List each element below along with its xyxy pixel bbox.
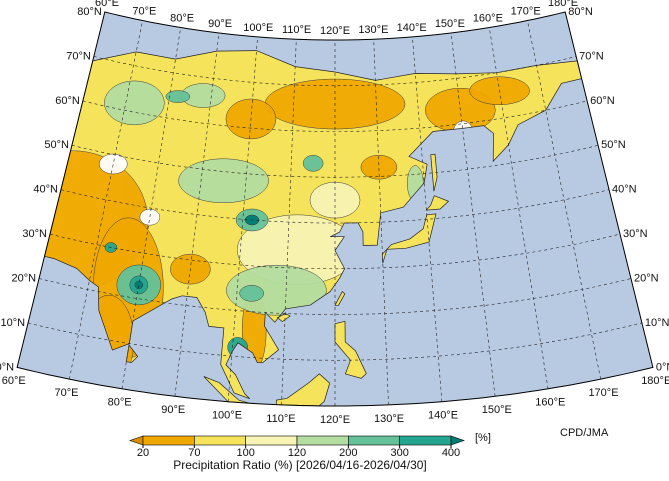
lon-label-bottom: 160°E xyxy=(535,397,565,409)
lon-label-top: 140°E xyxy=(397,22,427,34)
parallel xyxy=(71,145,599,178)
meridian xyxy=(227,36,258,402)
colorbar-tick-label: 120 xyxy=(288,447,306,459)
lon-label-bottom: 70°E xyxy=(55,387,79,399)
lat-label-left: 70°N xyxy=(66,50,91,62)
colorbar-tick-label: 300 xyxy=(390,447,408,459)
colorbar-segment xyxy=(194,435,246,446)
lat-label-left: 60°N xyxy=(55,95,80,107)
map-frame xyxy=(16,11,654,407)
meridian xyxy=(373,39,389,405)
parallel xyxy=(82,100,588,132)
lat-label-right: 40°N xyxy=(612,184,637,196)
colorbar-segment xyxy=(296,435,349,446)
colorbar-tick-label: 70 xyxy=(188,447,200,459)
ratio-area xyxy=(178,158,269,204)
lat-label-right: 0°N xyxy=(656,361,669,373)
colorbar-tick-label: 20 xyxy=(137,447,149,459)
lat-label-right: 50°N xyxy=(601,139,626,151)
colorbar-high xyxy=(450,435,465,446)
coastline xyxy=(276,313,291,323)
lon-label-bottom: 120°E xyxy=(320,414,350,426)
credit: CPD/JMA xyxy=(560,427,609,439)
coastline xyxy=(203,376,250,404)
lon-label-top: 180°E xyxy=(548,0,578,9)
lat-label-right: 80°N xyxy=(568,6,593,18)
lat-label-left: 30°N xyxy=(22,228,47,240)
ratio-area xyxy=(165,90,191,103)
legend-unit: [%] xyxy=(475,432,491,444)
lon-label-top: 90°E xyxy=(208,18,232,30)
ratio-area xyxy=(99,153,128,175)
meridian xyxy=(527,20,601,380)
ratio-area xyxy=(226,264,327,316)
coastline xyxy=(334,291,346,306)
lat-label-right: 20°N xyxy=(634,272,659,284)
colorbar-segment xyxy=(142,435,195,446)
lat-label-left: 80°N xyxy=(77,6,102,18)
lon-label-bottom: 140°E xyxy=(428,410,458,422)
lon-label-top: 150°E xyxy=(435,18,465,30)
lat-label-right: 10°N xyxy=(645,317,669,329)
lat-label-right: 70°N xyxy=(579,50,604,62)
lat-label-right: 30°N xyxy=(623,228,648,240)
lon-label-top: 70°E xyxy=(132,6,156,18)
ratio-area xyxy=(104,80,165,126)
lat-label-left: 50°N xyxy=(44,139,69,151)
coastline xyxy=(430,153,438,192)
parallel xyxy=(60,189,610,224)
coastline xyxy=(425,195,450,211)
lon-label-top: 80°E xyxy=(170,13,194,25)
parallel xyxy=(38,278,632,315)
lon-label-top: 170°E xyxy=(511,6,541,18)
ratio-area xyxy=(302,155,324,172)
ratio-area xyxy=(239,285,264,302)
ratio-area xyxy=(139,208,161,226)
lon-label-bottom: 80°E xyxy=(108,397,132,409)
lon-label-bottom: 150°E xyxy=(482,404,512,416)
meridian xyxy=(121,27,181,389)
coastline xyxy=(334,320,367,379)
meridian xyxy=(489,27,549,389)
ratio-area xyxy=(134,280,144,290)
colorbar-tick-label: 100 xyxy=(236,447,254,459)
lon-label-bottom: 60°E xyxy=(2,375,26,387)
lon-label-bottom: 110°E xyxy=(266,413,295,425)
lat-label-left: 40°N xyxy=(33,184,58,196)
lat-label-left: 20°N xyxy=(11,272,36,284)
lat-label-left: 10°N xyxy=(0,317,25,329)
lon-label-bottom: 130°E xyxy=(374,413,404,425)
parallel xyxy=(28,322,642,361)
lat-label-right: 60°N xyxy=(590,95,615,107)
legend-title: Precipitation Ratio (%) [2026/04/16-2026… xyxy=(173,458,427,472)
colorbar-tick-label: 200 xyxy=(339,447,357,459)
lon-label-bottom: 90°E xyxy=(161,404,185,416)
lon-label-top: 110°E xyxy=(282,24,311,36)
meridian xyxy=(69,20,143,380)
ratio-area xyxy=(360,154,398,180)
lon-label-top: 120°E xyxy=(320,25,350,37)
colorbar-segment xyxy=(348,435,400,446)
lon-label-bottom: 100°E xyxy=(212,410,242,422)
lon-label-top: 100°E xyxy=(243,22,273,34)
colorbar-low xyxy=(129,435,144,446)
coastline xyxy=(382,213,437,264)
lon-label-top: 60°E xyxy=(95,0,119,9)
lon-label-top: 160°E xyxy=(473,13,503,25)
lon-label-bottom: 170°E xyxy=(588,387,618,399)
graticule xyxy=(28,20,642,406)
colorbar-segment xyxy=(245,435,298,446)
colorbar-segment xyxy=(399,435,452,446)
lon-label-bottom: 180°E xyxy=(641,375,669,387)
lon-label-top: 130°E xyxy=(358,24,388,36)
lat-label-left: 0°N xyxy=(0,361,14,373)
colorbar-tick-label: 400 xyxy=(442,447,460,459)
